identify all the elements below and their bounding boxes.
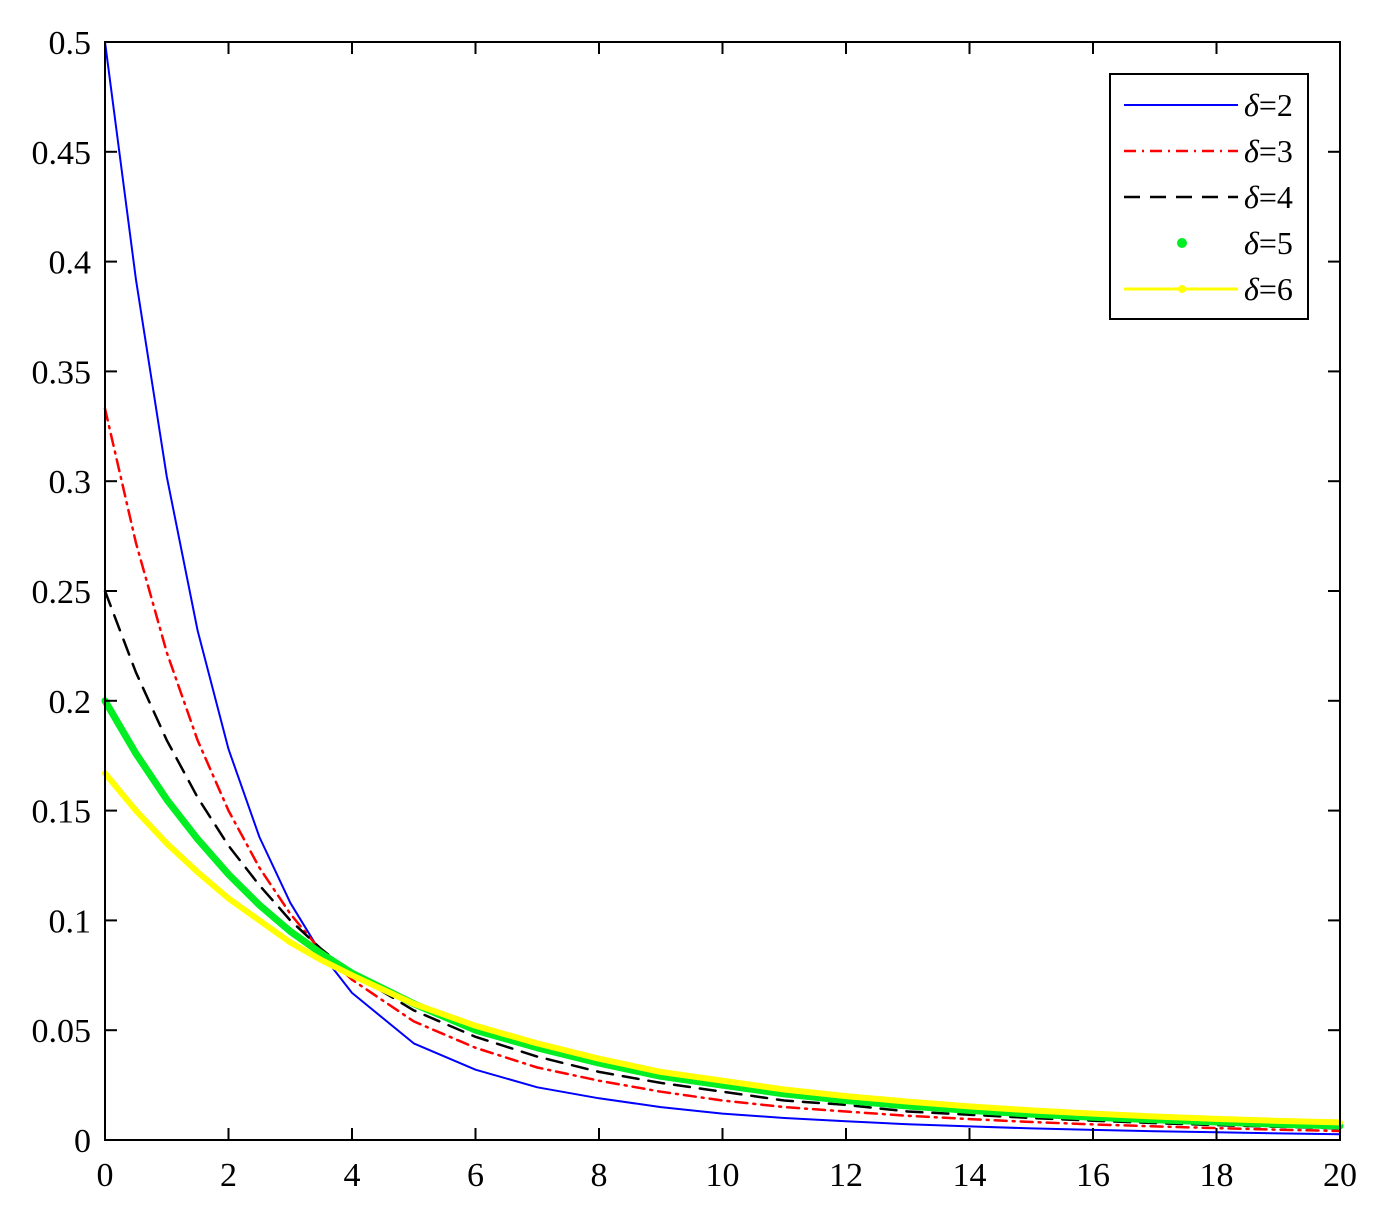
tick-label-layer: 0 2 4 6 8 10 12 14 16 18 20 0 0.05 0.1 0.15 0.2 0.25 0.3 0… xyxy=(32,25,1358,1194)
y-tick-label: 0.2 xyxy=(49,684,92,721)
series-line-delta-6 xyxy=(102,770,1343,1126)
series-line-delta-5 xyxy=(101,697,1344,1130)
y-tick-label: 0.1 xyxy=(49,903,92,940)
x-tick-label: 10 xyxy=(706,1157,740,1194)
x-tick-label: 8 xyxy=(591,1157,608,1194)
y-tick-label: 0.5 xyxy=(49,25,92,62)
legend-label: δ=2 xyxy=(1244,87,1293,123)
series-line-delta-3 xyxy=(103,407,1342,1133)
y-tick-label: 0.45 xyxy=(32,135,92,172)
x-tick-label: 0 xyxy=(97,1157,114,1194)
x-tick-label: 6 xyxy=(467,1157,484,1194)
x-tick-label: 14 xyxy=(953,1157,987,1194)
y-tick-label: 0.25 xyxy=(32,574,92,611)
x-tick-label: 4 xyxy=(344,1157,361,1194)
tick-layer xyxy=(104,41,1341,1141)
x-tick-label: 18 xyxy=(1200,1157,1234,1194)
x-tick-label: 20 xyxy=(1323,1157,1357,1194)
x-tick-label: 16 xyxy=(1076,1157,1110,1194)
x-tick-label: 12 xyxy=(829,1157,863,1194)
y-tick-label: 0.05 xyxy=(32,1013,92,1050)
y-tick-label: 0.35 xyxy=(32,354,92,391)
legend-marker xyxy=(1178,285,1186,293)
y-tick-label: 0.3 xyxy=(49,464,92,501)
y-tick-label: 0.15 xyxy=(32,794,92,831)
series-layer xyxy=(101,41,1344,1136)
legend: δ=2 δ=3 δ=4 δ=5 δ=6 xyxy=(1109,73,1309,320)
legend-label: δ=5 xyxy=(1244,225,1293,261)
y-tick-label: 0 xyxy=(74,1123,91,1160)
legend-marker xyxy=(1177,238,1187,248)
legend-label: δ=6 xyxy=(1244,271,1293,307)
legend-label: δ=4 xyxy=(1244,179,1293,215)
legend-label: δ=3 xyxy=(1244,133,1293,169)
y-tick-label: 0.4 xyxy=(49,245,92,282)
x-tick-label: 2 xyxy=(220,1157,237,1194)
